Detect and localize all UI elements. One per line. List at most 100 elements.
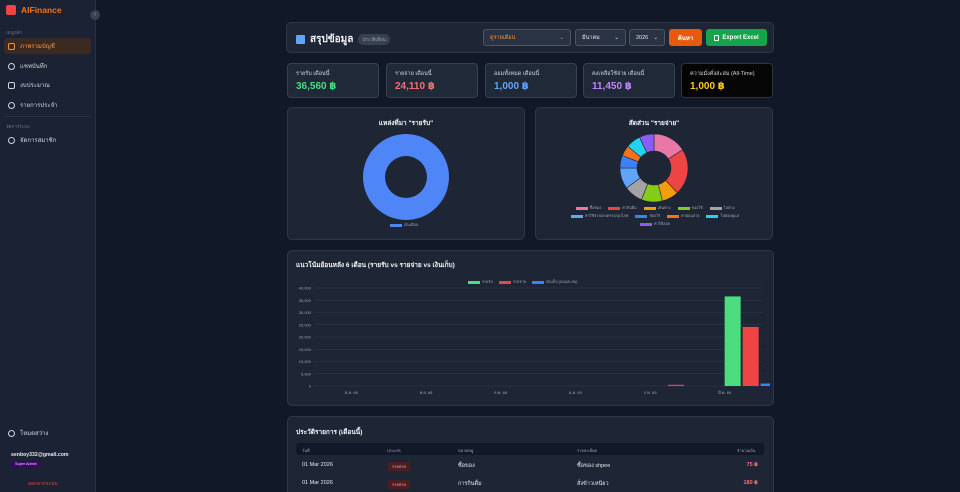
history-title: ประวัติรายการ (เดือนนี้) xyxy=(296,429,363,436)
collapse-sidebar-button[interactable]: ‹ xyxy=(90,10,100,20)
legend-swatch xyxy=(570,214,583,218)
page-header: สรุปข้อมูล ประวัติเดือน xyxy=(296,32,390,47)
sidebar: AIFinance เมนูหลัก ภาพรวมบัญชี แชทบันทึก… xyxy=(0,0,96,492)
legend-label: ค่ากินดื่ม xyxy=(622,206,637,210)
legend-swatch xyxy=(608,206,621,210)
y-tick-label: 5,000 xyxy=(301,371,312,376)
row-amount: 180 ฿ xyxy=(743,480,758,486)
legend-swatch xyxy=(706,214,719,218)
trend-bar-chart: 40,000 35,000 30,000 25,000 20,000 15,000 10,0… xyxy=(299,286,770,395)
chevron-left-icon: ‹ xyxy=(93,11,97,18)
sidebar-section-admin: จัดการระบบ xyxy=(6,124,30,129)
legend-swatch xyxy=(390,223,402,227)
y-tick-label: 40,000 xyxy=(299,286,312,291)
summary-icon xyxy=(296,35,305,44)
row-type-badge: รายจ่าย xyxy=(388,462,410,471)
savings-card: ออมทั้งหมด เดือนนี้ 1,000 ฿ xyxy=(485,63,577,98)
bar[interactable] xyxy=(760,383,770,386)
legend-swatch xyxy=(640,222,653,226)
history-badge: ประวัติเดือน xyxy=(358,34,390,45)
income-donut-chart xyxy=(363,134,449,220)
sidebar-item-recurring[interactable]: รายการประจำ xyxy=(4,97,91,113)
x-tick-label: ต.ค. 68 xyxy=(345,390,359,395)
y-tick-label: 10,000 xyxy=(299,359,312,364)
legend-label: ค่าผ่อนจ่าย xyxy=(681,214,700,218)
x-tick-label: ม.ค. 69 xyxy=(569,390,583,395)
trend-legend: รายรับ รายจ่าย เงินเก็บ (ออมสะสม) xyxy=(468,279,577,285)
col-detail: รายละเอียด xyxy=(577,448,598,453)
app-logo-icon xyxy=(6,5,16,15)
sidebar-item-budget[interactable]: งบประมาณ xyxy=(4,77,91,93)
card-label: ความมั่งคั่งสะสม (All-Time) xyxy=(690,71,755,77)
legend-swatch xyxy=(575,206,588,210)
brand[interactable]: AIFinance xyxy=(6,5,62,15)
pie-slice[interactable] xyxy=(363,134,449,220)
x-tick-label: ก.พ. 69 xyxy=(644,390,658,395)
sidebar-divider xyxy=(4,116,91,117)
theme-toggle[interactable]: โหมดสว่าง xyxy=(4,426,91,440)
y-tick-label: 30,000 xyxy=(299,310,312,315)
income-legend: เงินเดือน xyxy=(390,222,418,228)
app-name: AIFinance xyxy=(21,5,62,15)
legend-label: ของใช้ xyxy=(691,206,703,210)
chevron-down-icon: ⌄ xyxy=(653,34,658,41)
table-header xyxy=(296,443,764,455)
legend-label: ค่าใช้สอย xyxy=(654,222,670,226)
row-category: ซื้อของ xyxy=(458,463,475,469)
sidebar-section-main: เมนูหลัก xyxy=(6,30,23,35)
x-tick-label: พ.ย. 68 xyxy=(420,390,434,395)
x-tick-label: ธ.ค. 68 xyxy=(494,390,508,395)
bar[interactable] xyxy=(724,296,741,386)
export-excel-button[interactable]: Export Excel xyxy=(706,29,767,46)
card-label: คงเหลือใช้จ่าย เดือนนี้ xyxy=(592,71,645,77)
chevron-down-icon: ⌄ xyxy=(614,34,619,41)
bar[interactable] xyxy=(668,384,684,386)
expense-legend: ซื้อของ ค่ากินดื่ม เดินทาง ของใช้ ไปต่าง ค่าใ… xyxy=(555,205,755,227)
legend-item: เงินเก็บ (ออมสะสม) xyxy=(531,279,577,285)
legend-swatch xyxy=(635,214,648,218)
y-tick-label: 15,000 xyxy=(299,347,312,352)
sidebar-item-members[interactable]: จัดการสมาชิก xyxy=(4,132,91,148)
sun-icon xyxy=(8,429,15,437)
card-value: 24,110 ฿ xyxy=(395,81,435,92)
card-value: 11,450 ฿ xyxy=(592,81,632,92)
legend-swatch xyxy=(643,206,656,210)
card-label: รายจ่าย เดือนนี้ xyxy=(395,71,432,77)
logout-link[interactable]: ออกจากระบบ xyxy=(28,481,58,487)
month-select[interactable]: มีนาคม ⌄ xyxy=(575,29,626,46)
page-title: สรุปข้อมูล xyxy=(310,34,354,45)
col-type: ประเภท xyxy=(387,448,401,453)
col-category: หมวดหมู่ xyxy=(458,448,474,453)
legend-item: ค่าผ่อนจ่าย xyxy=(667,213,699,219)
legend-item: ของใช้ xyxy=(677,205,703,211)
row-detail: สั่งข้าวเหนียว xyxy=(577,481,609,487)
expense-card: รายจ่าย เดือนนี้ 24,110 ฿ xyxy=(386,63,478,98)
expense-chart-title: สัดส่วน "รายจ่าย" xyxy=(628,120,680,127)
card-value: 1,000 ฿ xyxy=(690,81,725,92)
sidebar-item-overview[interactable]: ภาพรวมบัญชี xyxy=(4,38,91,54)
role-badge: Super Admin xyxy=(11,461,41,468)
expense-donut-chart xyxy=(619,133,689,203)
pie-slice[interactable] xyxy=(639,133,655,154)
row-detail: ซื้อของ shpee xyxy=(577,463,611,469)
bar[interactable] xyxy=(742,326,759,386)
year-select[interactable]: 2026 ⌄ xyxy=(629,29,665,46)
search-button[interactable]: ค้นหา xyxy=(669,29,702,46)
legend-swatch xyxy=(498,280,511,284)
y-tick-label: 20,000 xyxy=(299,335,312,340)
trend-panel xyxy=(287,250,774,406)
refresh-icon xyxy=(8,101,15,109)
sidebar-item-chat[interactable]: แชทบันทึก xyxy=(4,58,91,74)
income-card: รายรับ เดือนนี้ 36,560 ฿ xyxy=(287,63,379,98)
row-date: 01 Mar 2026 xyxy=(302,462,333,468)
col-amount: จำนวนเงิน xyxy=(737,448,756,453)
legend-swatch xyxy=(677,206,690,210)
row-amount: 75 ฿ xyxy=(746,462,758,468)
y-tick-label: 35,000 xyxy=(299,298,312,303)
legend-label: ช่องไร้ xyxy=(649,214,661,218)
view-mode-select[interactable]: ดูรายเดือน ⌄ xyxy=(483,29,571,46)
legend-item: ไปต่าง xyxy=(709,205,734,211)
legend-item: ค่าใช้สอย xyxy=(640,221,670,227)
card-value: 36,560 ฿ xyxy=(296,81,337,92)
legend-item: ช่องไร้ xyxy=(635,213,660,219)
